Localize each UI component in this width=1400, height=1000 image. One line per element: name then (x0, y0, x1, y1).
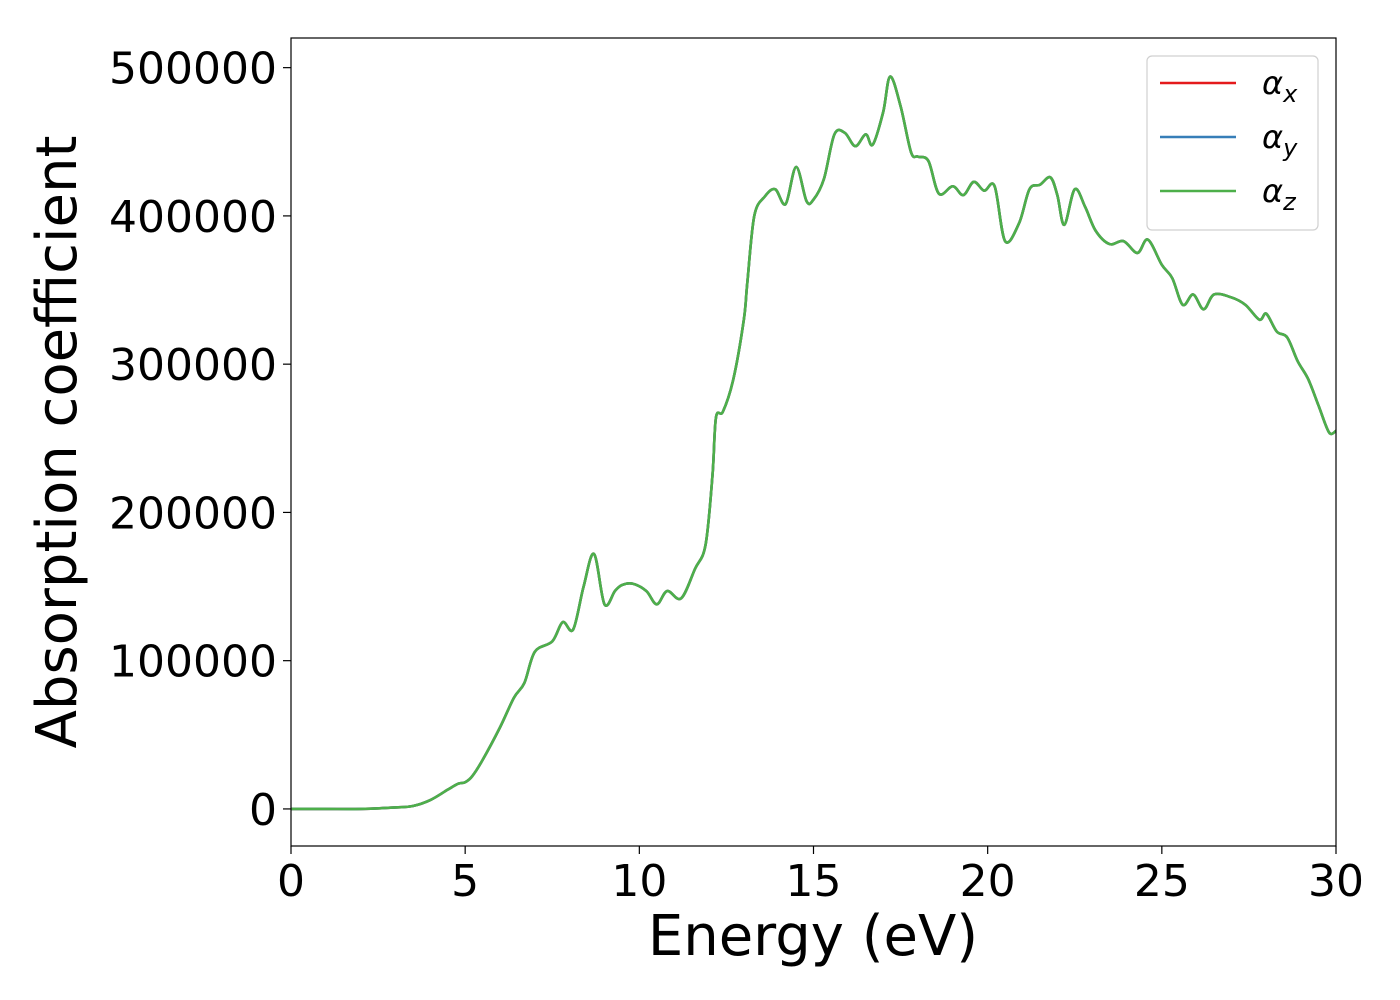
y-tick-label: 300000 (109, 340, 277, 391)
x-tick-label: 10 (611, 856, 667, 907)
x-tick-label: 15 (786, 856, 842, 907)
y-tick-label: 500000 (109, 44, 277, 95)
y-tick-label: 0 (249, 785, 277, 836)
x-tick-label: 5 (451, 856, 479, 907)
series-layer (291, 75, 1336, 811)
y-axis-label: Absorption coefficient (25, 136, 90, 749)
x-tick-label: 0 (277, 856, 305, 907)
legend: αx αy αz (1146, 55, 1319, 231)
legend-label: αz (1262, 172, 1297, 216)
legend-box (1146, 55, 1319, 231)
legend-label: αx (1262, 64, 1298, 108)
x-tick-label: 30 (1308, 856, 1364, 907)
y-axis: 0 100000 200000 300000 400000 500000 (109, 44, 291, 836)
x-tick-label: 20 (960, 856, 1016, 907)
series-line-3 (291, 75, 1336, 811)
legend-label: αy (1262, 118, 1298, 162)
x-tick-label: 25 (1134, 856, 1190, 907)
x-axis: 0 5 10 15 20 25 30 (277, 846, 1364, 907)
x-axis-label: Energy (eV) (648, 904, 978, 969)
y-tick-label: 100000 (109, 637, 277, 688)
y-tick-label: 400000 (109, 192, 277, 243)
y-tick-label: 200000 (109, 488, 277, 539)
